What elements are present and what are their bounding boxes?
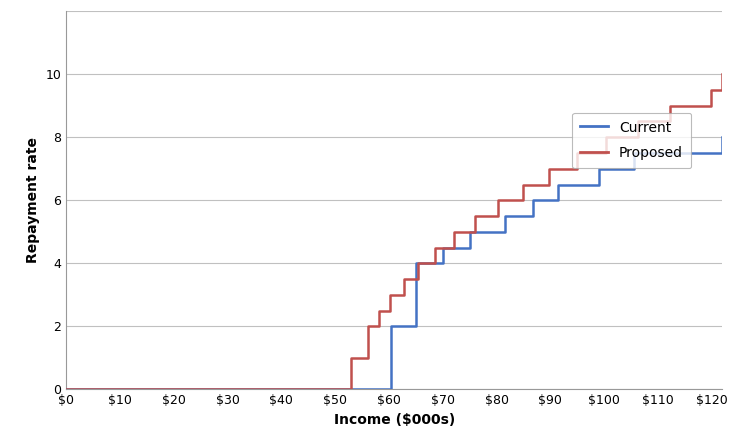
X-axis label: Income ($000s): Income ($000s) [334, 413, 455, 427]
Y-axis label: Repayment rate: Repayment rate [26, 137, 40, 263]
Legend: Current, Proposed: Current, Proposed [572, 113, 691, 169]
